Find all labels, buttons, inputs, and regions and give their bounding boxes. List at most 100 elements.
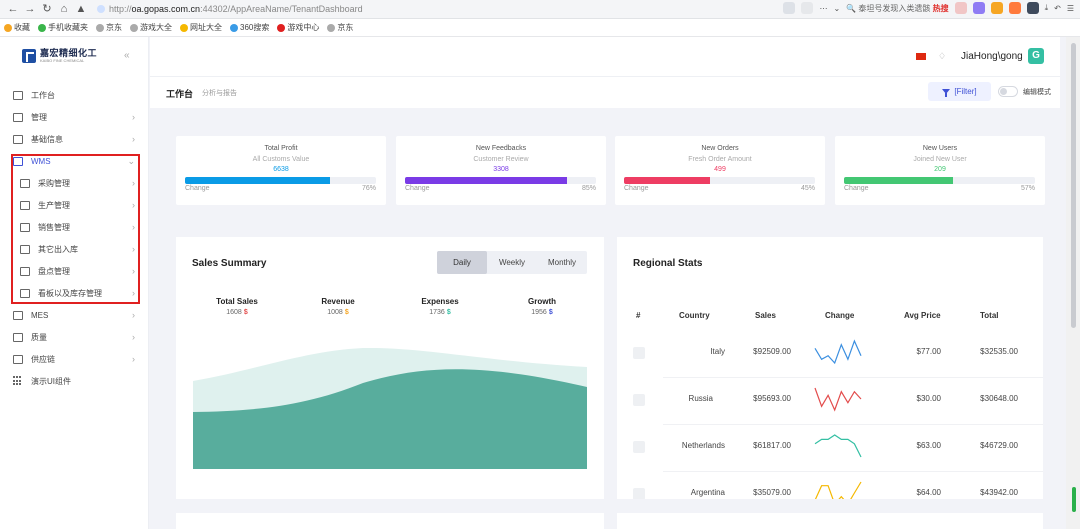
cell-avg-price: $30.00 bbox=[916, 394, 941, 403]
sidebar-item-supply-chain[interactable]: 供应链 › bbox=[0, 348, 149, 370]
stat-value: 1736 $ bbox=[429, 309, 451, 316]
kpi-subtitle: Joined New User bbox=[913, 156, 967, 163]
bookmark-jd[interactable]: 京东 bbox=[96, 22, 122, 33]
cell-country: Italy bbox=[710, 347, 725, 356]
logo[interactable]: 嘉宏精细化工 KAIBO FINE CHEMICAL bbox=[22, 49, 97, 63]
sidebar-item-production[interactable]: 生产管理 › bbox=[0, 194, 149, 216]
chevron-right-icon: › bbox=[132, 112, 135, 122]
sidebar-item-sales[interactable]: 销售管理 › bbox=[0, 216, 149, 238]
kpi-card-new-feedbacks: New Feedbacks Customer Review 3308 Chang… bbox=[396, 136, 606, 205]
calendar-icon bbox=[13, 332, 23, 342]
edit-mode-toggle[interactable] bbox=[998, 86, 1018, 97]
calendar-icon bbox=[20, 200, 30, 210]
regional-stats-title: Regional Stats bbox=[633, 258, 703, 269]
plugin-icon[interactable] bbox=[972, 2, 985, 14]
bell-icon[interactable]: ♢ bbox=[938, 51, 947, 61]
collapse-sidebar-icon[interactable]: « bbox=[124, 50, 130, 61]
kpi-progress-fill bbox=[185, 177, 331, 184]
cell-avg-price: $77.00 bbox=[916, 347, 941, 356]
sparkline bbox=[814, 339, 862, 365]
game-icon bbox=[277, 23, 286, 32]
chevron-right-icon: › bbox=[132, 244, 135, 254]
chevron-down-icon[interactable]: ⌄ bbox=[833, 3, 841, 13]
chevron-right-icon: › bbox=[132, 266, 135, 276]
sidebar-item-workbench[interactable]: 工作台 bbox=[0, 84, 149, 106]
sidebar-item-purchase[interactable]: 采购管理 › bbox=[0, 172, 149, 194]
row-checkbox[interactable] bbox=[633, 394, 645, 406]
kpi-change-label: Change bbox=[185, 185, 210, 192]
filter-button[interactable]: [Filter] bbox=[928, 82, 991, 101]
translate-icon[interactable] bbox=[783, 2, 796, 14]
chevron-right-icon: › bbox=[132, 222, 135, 232]
bookmark-gamecenter[interactable]: 游戏中心 bbox=[277, 22, 319, 33]
reload-icon[interactable]: ↻ bbox=[42, 3, 52, 15]
cell-sales: $61817.00 bbox=[753, 441, 791, 450]
stat-label: Total Sales bbox=[216, 297, 258, 306]
shield-icon[interactable]: ▲ bbox=[75, 3, 87, 15]
security-icon[interactable] bbox=[990, 2, 1003, 14]
undo-icon[interactable]: ↶ bbox=[1054, 3, 1061, 13]
menu-icon[interactable]: ☰ bbox=[1066, 3, 1074, 13]
row-checkbox[interactable] bbox=[633, 441, 645, 453]
sidebar-item-kanban-stock[interactable]: 看板以及库存管理 › bbox=[0, 282, 149, 304]
stat-value: 1608 $ bbox=[226, 309, 248, 316]
language-flag-icon[interactable] bbox=[916, 53, 926, 60]
home-icon[interactable]: ⌂ bbox=[60, 3, 68, 15]
kpi-progress-fill bbox=[624, 177, 710, 184]
table-row: Netherlands $61817.00 $63.00 $46729.00 bbox=[617, 425, 1043, 472]
stat-growth: Growth 1956 $ bbox=[507, 297, 577, 316]
scrollbar-thumb[interactable] bbox=[1071, 43, 1076, 328]
cut-icon[interactable] bbox=[954, 2, 967, 14]
username[interactable]: JiaHong\gong bbox=[961, 51, 1023, 62]
logo-icon bbox=[22, 49, 36, 63]
extension-icon[interactable] bbox=[801, 2, 814, 14]
col-header-country: Country bbox=[679, 311, 710, 320]
list-icon bbox=[13, 134, 23, 144]
avatar[interactable]: G bbox=[1028, 48, 1044, 64]
bookmark-360[interactable]: 360搜索 bbox=[230, 22, 269, 33]
row-divider bbox=[663, 424, 1043, 425]
sidebar-item-basic-info[interactable]: 基础信息 › bbox=[0, 128, 149, 150]
bottom-card-right bbox=[617, 513, 1043, 529]
row-checkbox[interactable] bbox=[633, 347, 645, 359]
site-icon bbox=[180, 23, 188, 32]
browser-search[interactable]: 🔍 泰坦号发现入类遗骸 热搜 bbox=[846, 3, 949, 13]
game-icon[interactable] bbox=[1008, 2, 1021, 14]
bookmark-jd2[interactable]: 京东 bbox=[327, 22, 353, 33]
col-header-change: Change bbox=[825, 311, 855, 320]
back-icon[interactable]: ← bbox=[7, 3, 19, 15]
bookmark-mobile[interactable]: 手机收藏夹 bbox=[38, 22, 88, 33]
download-icon[interactable]: ⤓ bbox=[1044, 3, 1049, 12]
sidebar-item-mes[interactable]: MES › bbox=[0, 304, 149, 326]
sparkline bbox=[814, 434, 862, 458]
sales-summary-title: Sales Summary bbox=[192, 258, 267, 269]
page-subtitle: 分析与报告 bbox=[202, 90, 237, 97]
more-icon[interactable]: ⋯ bbox=[819, 3, 828, 13]
cell-total: $30648.00 bbox=[980, 394, 1018, 403]
tab-monthly[interactable]: Monthly bbox=[547, 258, 576, 267]
sidebar-item-wms[interactable]: WMS ⌄ bbox=[0, 150, 149, 172]
sidebar-item-ui-demo[interactable]: 演示UI组件 bbox=[0, 370, 149, 392]
tab-daily[interactable]: Daily bbox=[437, 251, 487, 274]
browser-toolbar: ← → ↻ ⌂ ▲ http://oa.gopas.com.cn:44302/A… bbox=[0, 0, 1080, 19]
apps-icon[interactable] bbox=[1026, 2, 1039, 14]
row-checkbox[interactable] bbox=[633, 488, 645, 499]
cell-country: Netherlands bbox=[681, 441, 725, 450]
sidebar-item-inventory-count[interactable]: 盘点管理 › bbox=[0, 260, 149, 282]
address-bar[interactable]: http://oa.gopas.com.cn:44302/AppAreaName… bbox=[97, 2, 447, 17]
cell-country: Russia bbox=[688, 394, 713, 403]
kpi-change-label: Change bbox=[624, 185, 649, 192]
table-row: Russia $95693.00 $30.00 $30648.00 bbox=[617, 378, 1043, 425]
chevron-right-icon: › bbox=[132, 200, 135, 210]
sidebar-item-management[interactable]: 管理 › bbox=[0, 106, 149, 128]
sidebar-item-other-inout[interactable]: 其它出入库 › bbox=[0, 238, 149, 260]
bookmark-games[interactable]: 游戏大全 bbox=[130, 22, 172, 33]
kpi-card-total-profit: Total Profit All Customs Value 6638 Chan… bbox=[176, 136, 386, 205]
bookmark-sites[interactable]: 网址大全 bbox=[180, 22, 222, 33]
table-row: Argentina $35079.00 $64.00 $43942.00 bbox=[617, 472, 1043, 499]
sidebar-item-quality[interactable]: 质量 › bbox=[0, 326, 149, 348]
forward-icon[interactable]: → bbox=[24, 3, 36, 15]
table-row: Italy $92509.00 $77.00 $32535.00 bbox=[617, 331, 1043, 378]
bookmark-favorites[interactable]: 收藏 bbox=[4, 22, 30, 33]
tab-weekly[interactable]: Weekly bbox=[498, 258, 526, 267]
